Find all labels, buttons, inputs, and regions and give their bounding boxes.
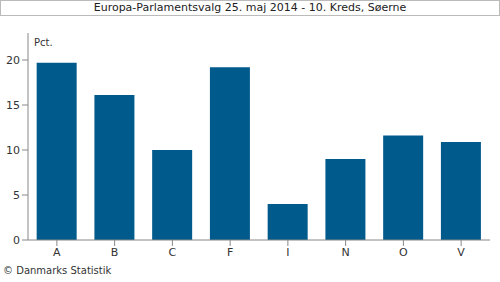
svg-text:F: F: [227, 246, 233, 259]
html-text:© Danmarks Statistik: © Danmarks Statistik: [3, 265, 112, 276]
svg-text:N: N: [342, 246, 350, 259]
html-text:Pct.: Pct.: [34, 37, 53, 48]
svg-text:0: 0: [13, 234, 20, 247]
svg-text:20: 20: [8, 54, 20, 67]
svg-text:10: 10: [8, 144, 20, 157]
svg-text:A: A: [53, 246, 61, 259]
svg-text:5: 5: [13, 189, 20, 202]
svg-text:15: 15: [8, 99, 20, 112]
svg-text:I: I: [286, 246, 289, 259]
svg-text:C: C: [169, 246, 177, 259]
svg-text:V: V: [457, 246, 465, 259]
svg-text:O: O: [399, 246, 408, 259]
html-text:Europa-Parlamentsvalg 25. maj: Europa-Parlamentsvalg 25. maj 2014 - 10.…: [93, 1, 407, 14]
svg-text:B: B: [111, 246, 119, 259]
